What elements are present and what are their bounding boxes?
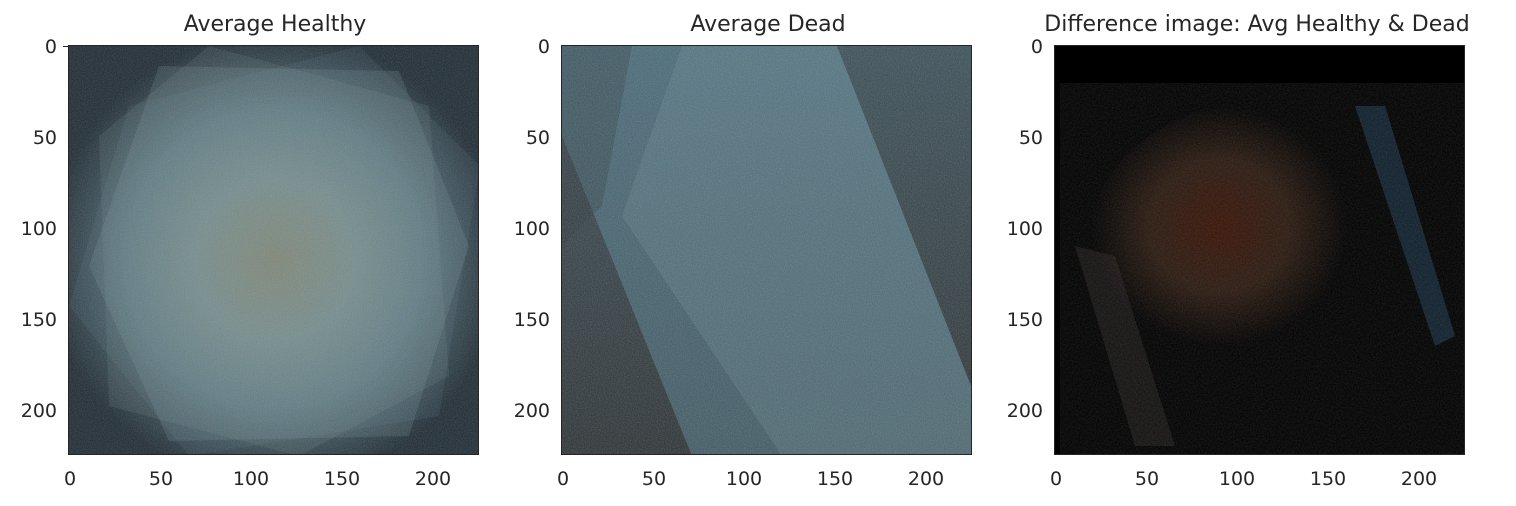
difference-image: [1054, 45, 1465, 455]
y-tick-label: 50: [525, 127, 550, 149]
y-tick-label: 100: [513, 218, 550, 240]
y-tick-label: 150: [513, 309, 550, 331]
x-tick-label: 0: [1049, 468, 1063, 490]
panel-average-dead: Average Dead 0 50 100 150 200 0 50 100 1…: [493, 0, 998, 506]
y-tick-label: 100: [20, 218, 57, 240]
y-tick-mark: [63, 46, 68, 47]
x-tick-label: 0: [556, 468, 570, 490]
x-tick-label: 100: [232, 468, 270, 490]
y-tick-label: 50: [1018, 127, 1043, 149]
x-tick-label: 0: [63, 468, 77, 490]
panel-title: Average Dead: [690, 12, 846, 37]
x-tick-label: 150: [323, 468, 361, 490]
y-tick-label: 150: [1006, 309, 1043, 331]
y-tick-label: 0: [44, 36, 57, 58]
panel-difference-image: Difference image: Avg Healthy & Dead 0 5…: [986, 0, 1491, 506]
x-tick-label: 50: [1134, 468, 1160, 490]
x-tick-label: 200: [414, 468, 452, 490]
y-tick-label: 200: [20, 400, 57, 422]
y-tick-label: 0: [1030, 36, 1043, 58]
x-tick-label: 200: [1400, 468, 1438, 490]
y-tick-label: 200: [513, 400, 550, 422]
x-tick-label: 100: [725, 468, 763, 490]
x-tick-label: 150: [1309, 468, 1347, 490]
x-tick-label: 50: [148, 468, 174, 490]
y-tick-label: 100: [1006, 218, 1043, 240]
healthy-image: [68, 45, 479, 455]
panel-title: Difference image: Avg Healthy & Dead: [1044, 12, 1470, 37]
x-tick-label: 100: [1218, 468, 1256, 490]
x-tick-label: 150: [816, 468, 854, 490]
y-tick-label: 0: [537, 36, 550, 58]
y-tick-label: 50: [32, 127, 57, 149]
x-tick-label: 50: [641, 468, 667, 490]
y-tick-label: 150: [20, 309, 57, 331]
y-tick-label: 200: [1006, 400, 1043, 422]
panel-average-healthy: Average Healthy 0 50 100 150 200 0 50: [0, 0, 505, 506]
x-tick-label: 200: [907, 468, 945, 490]
panel-title: Average Healthy: [183, 12, 367, 37]
dead-image: [561, 45, 972, 455]
